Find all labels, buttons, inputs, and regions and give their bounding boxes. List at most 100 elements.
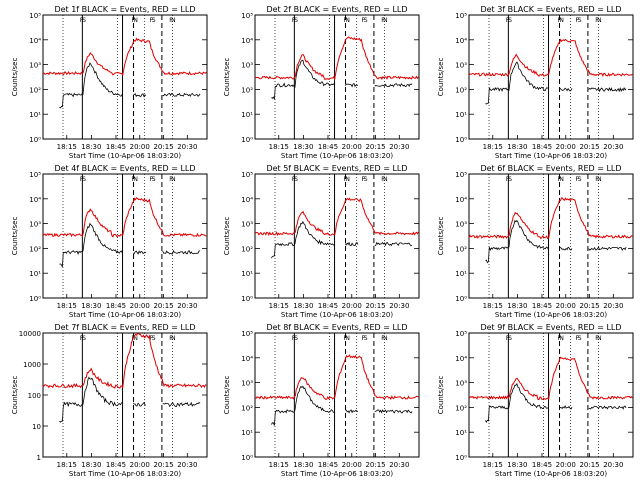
flag-label: F [381, 176, 385, 183]
panel-title: Det 6f BLACK = Events, RED = LLD [480, 164, 621, 173]
flag-label: F [557, 335, 561, 342]
flag-label: S [508, 17, 512, 24]
y-tick-label: 10⁰ [455, 295, 467, 303]
series-line-events [374, 83, 413, 88]
flag-label: S [152, 335, 156, 342]
y-tick-label: 10⁵ [241, 12, 253, 20]
series-line-lld [42, 37, 207, 77]
x-axis-label: Start Time (10-Apr-06 18:03:20) [495, 152, 607, 160]
y-tick-label: 10³ [241, 221, 253, 229]
flag-label: N [559, 176, 564, 183]
flag-label: S [364, 335, 368, 342]
x-tick-label: 18:30 [507, 143, 527, 151]
flag-label: F [292, 335, 296, 342]
x-tick-label: 18:45 [532, 143, 552, 151]
y-tick-label: 10³ [29, 62, 41, 70]
y-tick-label: 10⁵ [241, 330, 253, 338]
x-axis-label: Start Time (10-Apr-06 18:03:20) [495, 470, 607, 478]
flag-label: F [150, 335, 154, 342]
flag-label: N [559, 17, 564, 24]
flag-label: N [345, 176, 350, 183]
x-tick-label: 20:00 [556, 461, 576, 469]
y-axis-label: Counts/sec [223, 58, 231, 97]
flag-label: S [152, 176, 156, 183]
y-tick-label: 10⁵ [29, 171, 41, 179]
x-tick-label: 20:15 [579, 143, 599, 151]
plot-frame [468, 173, 634, 299]
series-line-events [133, 92, 147, 98]
series-line-events [59, 376, 123, 423]
y-tick-label: 10⁵ [455, 171, 467, 179]
x-tick-label: 18:30 [293, 143, 313, 151]
series-line-events [485, 61, 549, 105]
x-tick-label: 18:15 [269, 302, 289, 310]
flag-label: F [595, 335, 599, 342]
x-tick-label: 20:30 [177, 302, 197, 310]
y-tick-label: 10² [455, 245, 467, 253]
flag-label: F [557, 176, 561, 183]
x-tick-label: 18:30 [81, 302, 101, 310]
y-tick-label: 10³ [241, 62, 253, 70]
flag-label: F [131, 17, 135, 24]
x-tick-label: 20:30 [177, 143, 197, 151]
series-line-events [162, 92, 201, 98]
x-tick-label: 18:15 [483, 302, 503, 310]
flag-label: F [80, 17, 84, 24]
flag-label: F [362, 176, 366, 183]
flag-label: F [381, 335, 385, 342]
flag-label: N [559, 335, 564, 342]
panel-title: Det 5f BLACK = Events, RED = LLD [266, 164, 407, 173]
flag-label: S [578, 176, 582, 183]
flag-label: F [80, 176, 84, 183]
y-tick-label: 10⁰ [455, 136, 467, 144]
plot-frame [42, 332, 208, 458]
x-tick-label: 18:45 [106, 302, 126, 310]
flag-label: F [343, 176, 347, 183]
series-line-lld [254, 197, 419, 237]
series-line-events [559, 246, 573, 251]
y-axis-label: Counts/sec [11, 376, 19, 415]
x-axis-label: Start Time (10-Apr-06 18:03:20) [69, 470, 181, 478]
panel-title: Det 4f BLACK = Events, RED = LLD [54, 164, 195, 173]
x-tick-label: 20:15 [579, 461, 599, 469]
series-line-lld [468, 356, 633, 401]
flag-label: F [169, 17, 173, 24]
series-line-events [271, 59, 335, 100]
x-tick-label: 18:30 [507, 461, 527, 469]
x-tick-label: 20:15 [153, 143, 173, 151]
flag-label: S [82, 176, 86, 183]
x-tick-label: 18:15 [483, 461, 503, 469]
flag-label: S [82, 17, 86, 24]
panel-title: Det 1f BLACK = Events, RED = LLD [54, 5, 195, 14]
x-axis-label: Start Time (10-Apr-06 18:03:20) [281, 152, 393, 160]
panel-title: Det 2f BLACK = Events, RED = LLD [266, 5, 407, 14]
x-axis-label: Start Time (10-Apr-06 18:03:20) [495, 311, 607, 319]
series-line-lld [42, 333, 207, 389]
x-tick-label: 20:00 [342, 143, 362, 151]
y-tick-label: 1 [37, 454, 41, 462]
series-line-events [59, 222, 123, 268]
series-line-events [162, 249, 201, 255]
flag-label: N [383, 176, 388, 183]
flag-label: S [364, 176, 368, 183]
y-tick-label: 10³ [455, 62, 467, 70]
flag-label: N [133, 17, 138, 24]
y-tick-label: 10¹ [455, 111, 467, 119]
flag-label: N [597, 176, 602, 183]
x-tick-label: 18:15 [57, 461, 77, 469]
y-axis-label: Counts/sec [11, 217, 19, 256]
x-tick-label: 18:30 [293, 461, 313, 469]
flag-label: N [345, 335, 350, 342]
flag-label: F [131, 176, 135, 183]
y-tick-label: 10⁴ [29, 196, 41, 204]
panel-title: Det 7f BLACK = Events, RED = LLD [54, 323, 195, 332]
x-axis-label: Start Time (10-Apr-06 18:03:20) [281, 311, 393, 319]
flag-label: S [152, 17, 156, 24]
plot-frame [468, 332, 634, 458]
